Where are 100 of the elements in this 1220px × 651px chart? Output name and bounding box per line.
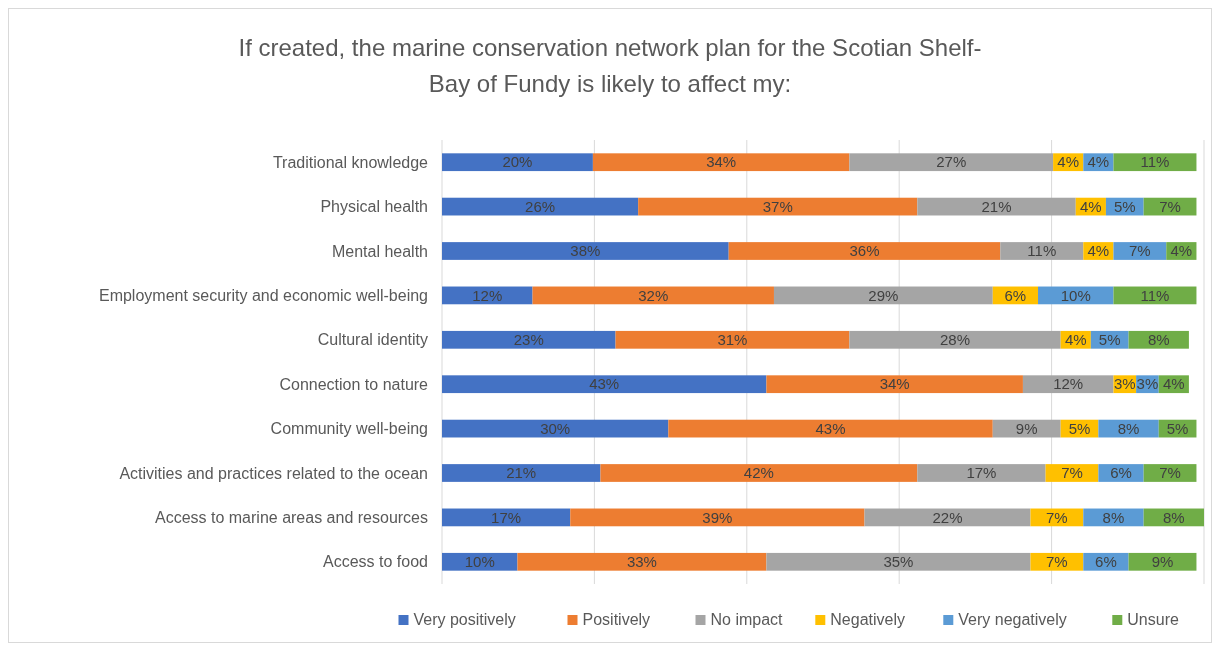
bar — [728, 242, 1001, 260]
data-label: 22% — [932, 508, 963, 526]
bar — [864, 508, 1031, 527]
bar — [442, 419, 669, 438]
bar — [442, 242, 729, 260]
legend-label: Positively — [582, 611, 651, 628]
data-label: 5% — [1166, 419, 1189, 437]
data-label: 35% — [883, 553, 914, 571]
bar — [773, 286, 993, 305]
data-label: 34% — [706, 153, 737, 171]
data-label: 32% — [638, 286, 669, 304]
data-label: 36% — [849, 242, 880, 260]
data-label: 6% — [1095, 553, 1117, 571]
data-label: 11% — [1140, 286, 1170, 304]
data-label: 9% — [1015, 419, 1038, 437]
bar — [1022, 375, 1114, 394]
y-tick-label: Community well-being — [270, 420, 428, 438]
bar — [1113, 153, 1197, 172]
data-label: 3% — [1113, 375, 1136, 393]
data-label: 7% — [1046, 553, 1068, 571]
legend-label: No impact — [710, 611, 784, 628]
data-label: 9% — [1151, 553, 1174, 571]
data-label: 7% — [1061, 464, 1083, 482]
legend-label: Very positively — [413, 611, 516, 628]
data-label: 6% — [1004, 286, 1027, 304]
bar — [517, 552, 767, 571]
data-label: 30% — [540, 419, 571, 437]
data-label: 38% — [570, 242, 601, 260]
data-label: 21% — [981, 197, 1012, 215]
data-label: 37% — [762, 197, 793, 215]
bar — [668, 419, 993, 438]
y-tick-label: Activities and practices related to the ocean — [119, 464, 428, 482]
y-tick-label: Traditional knowledge — [272, 153, 429, 171]
data-label: 10% — [464, 553, 495, 571]
data-label: 10% — [1060, 286, 1091, 304]
data-label: 6% — [1110, 464, 1132, 482]
data-label: 33% — [626, 553, 657, 571]
y-tick-label: Access to food — [323, 553, 428, 571]
data-label: 11% — [1140, 153, 1170, 171]
data-label: 39% — [702, 508, 733, 526]
data-label: 34% — [879, 375, 910, 393]
y-tick-label: Access to marine areas and resources — [154, 509, 428, 526]
data-label: 43% — [589, 375, 620, 393]
data-label: 4% — [1064, 331, 1087, 349]
chart-title: If created, the marine conservation network plan for the Scotian Shelf-Bay of Fundy is likely to affect my: — [238, 34, 982, 97]
bar — [442, 330, 616, 349]
bar — [570, 508, 865, 527]
data-label: 4% — [1057, 153, 1080, 171]
bar — [849, 330, 1061, 349]
bar — [442, 464, 601, 482]
bar — [442, 375, 767, 394]
bar — [615, 330, 850, 349]
data-label: 4% — [1079, 197, 1102, 215]
data-label: 7% — [1129, 242, 1151, 260]
data-label: 5% — [1068, 419, 1091, 437]
data-label: 11% — [1027, 242, 1057, 260]
bar — [917, 464, 1046, 482]
bar — [532, 286, 774, 305]
data-label: 7% — [1046, 508, 1068, 526]
bar — [638, 197, 918, 216]
data-label: 7% — [1159, 464, 1181, 482]
data-label: 17% — [491, 508, 522, 526]
bar — [442, 197, 639, 216]
bar — [766, 552, 1031, 571]
legend-label: Unsure — [1127, 611, 1179, 628]
y-tick-label: Connection to nature — [279, 375, 429, 393]
bar — [442, 153, 593, 172]
data-label: 4% — [1170, 242, 1193, 260]
data-label: 5% — [1113, 197, 1136, 215]
data-label: 17% — [966, 464, 997, 482]
data-label: 7% — [1159, 197, 1181, 215]
bar — [592, 153, 850, 172]
data-label: 43% — [815, 419, 846, 437]
data-label: 23% — [513, 331, 544, 349]
y-tick-label: Cultural identity — [317, 331, 428, 349]
bar — [917, 197, 1076, 216]
legend-label: Negatively — [830, 611, 905, 628]
data-label: 4% — [1087, 242, 1110, 260]
y-tick-label: Mental health — [331, 242, 428, 260]
legend-label: Very negatively — [958, 611, 1067, 628]
data-label: 42% — [743, 464, 774, 482]
data-label: 26% — [525, 197, 556, 215]
bar — [1000, 242, 1084, 260]
y-tick-label: Employment security and economic well-being — [98, 287, 428, 304]
bar — [766, 375, 1023, 394]
data-label: 21% — [506, 464, 537, 482]
data-label: 5% — [1098, 331, 1121, 349]
bar — [600, 464, 918, 482]
data-label: 12% — [1053, 375, 1084, 393]
data-label: 20% — [502, 153, 533, 171]
data-label: 8% — [1117, 419, 1140, 437]
data-label: 27% — [936, 153, 967, 171]
y-tick-label: Physical health — [320, 198, 428, 216]
data-label: 8% — [1102, 508, 1125, 526]
data-label: 28% — [940, 331, 971, 349]
bar — [849, 153, 1054, 172]
data-label: 12% — [472, 286, 503, 304]
data-label: 8% — [1147, 331, 1170, 349]
data-label: 8% — [1162, 508, 1185, 526]
data-label: 3% — [1136, 375, 1159, 393]
